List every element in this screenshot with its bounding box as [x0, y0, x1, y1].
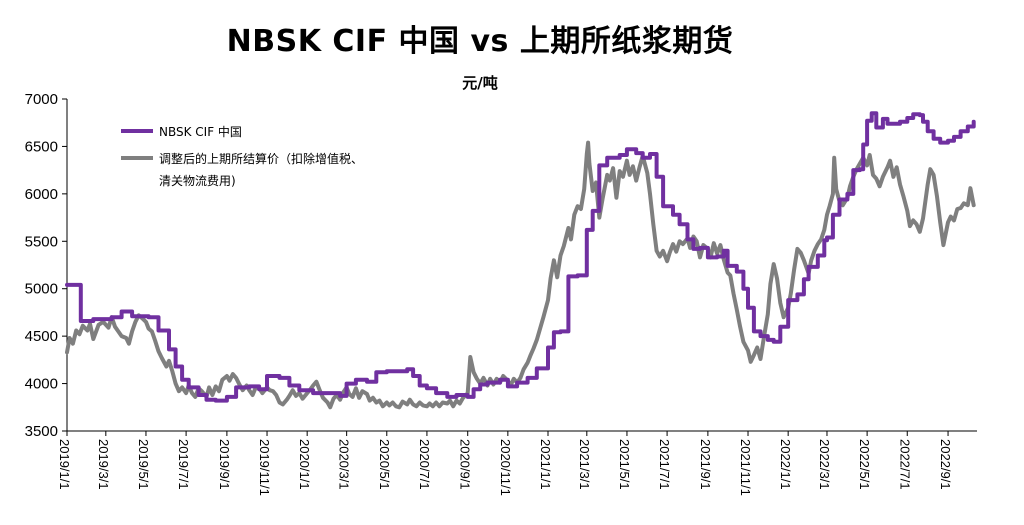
x-tick-label: 2022/9/1 — [938, 439, 953, 490]
x-tick-label: 2019/3/1 — [96, 439, 111, 490]
y-tick-label: 5500 — [25, 233, 58, 250]
series-group — [65, 111, 976, 410]
chart-title: NBSK CIF 中国 vs 上期所纸浆期货 — [226, 24, 734, 59]
x-tick-label: 2021/11/1 — [738, 439, 753, 496]
y-ticks: 3500 4000 4500 5000 5500 6000 6500 7000 — [25, 91, 67, 440]
x-tick-label: 2021/7/1 — [657, 439, 672, 490]
x-tick-label: 2022/3/1 — [817, 439, 832, 490]
legend-label-nbsk: NBSK CIF 中国 — [159, 124, 242, 139]
y-axis-unit: 元/吨 — [462, 74, 498, 92]
y-tick-label: 6500 — [25, 138, 58, 155]
x-tick-label: 2019/11/1 — [257, 439, 272, 496]
x-tick-label: 2021/9/1 — [698, 439, 713, 490]
x-tick-label: 2020/11/1 — [498, 439, 513, 496]
series-line-shfe-adjusted — [65, 140, 976, 410]
y-tick-label: 7000 — [25, 91, 58, 108]
x-tick-label: 2020/7/1 — [417, 439, 432, 490]
x-tick-label: 2021/5/1 — [617, 439, 632, 490]
x-tick-label: 2019/7/1 — [176, 439, 191, 490]
x-tick-label: 2021/1/1 — [538, 439, 553, 490]
y-tick-label: 6000 — [25, 186, 58, 203]
legend: NBSK CIF 中国 调整后的上期所结算价（扣除增值税、 清关物流费用) — [121, 124, 363, 188]
series-line-nbsk-cif-china — [65, 111, 976, 403]
axes — [66, 99, 977, 432]
x-tick-label: 2020/9/1 — [458, 439, 473, 490]
x-tick-label: 2020/5/1 — [377, 439, 392, 490]
x-tick-label: 2020/1/1 — [297, 439, 312, 490]
y-tick-label: 4000 — [25, 376, 58, 393]
y-tick-label: 3500 — [25, 423, 58, 440]
legend-label-shfe: 调整后的上期所结算价（扣除增值税、 — [159, 151, 363, 166]
x-tick-label: 2022/1/1 — [778, 439, 793, 490]
x-ticks: 2019/1/1 2019/3/1 2019/5/1 2019/7/1 2019/9/1… — [57, 431, 953, 496]
y-tick-label: 5000 — [25, 281, 58, 298]
legend-label-shfe-cont: 清关物流费用) — [159, 174, 236, 188]
x-tick-label: 2020/3/1 — [337, 439, 352, 490]
x-tick-label: 2019/5/1 — [136, 439, 151, 490]
x-tick-label: 2022/5/1 — [857, 439, 872, 490]
x-tick-label: 2021/3/1 — [577, 439, 592, 490]
x-tick-label: 2019/1/1 — [57, 439, 72, 490]
x-tick-label: 2022/7/1 — [897, 439, 912, 490]
x-tick-label: 2019/9/1 — [217, 439, 232, 490]
y-tick-label: 4500 — [25, 328, 58, 345]
